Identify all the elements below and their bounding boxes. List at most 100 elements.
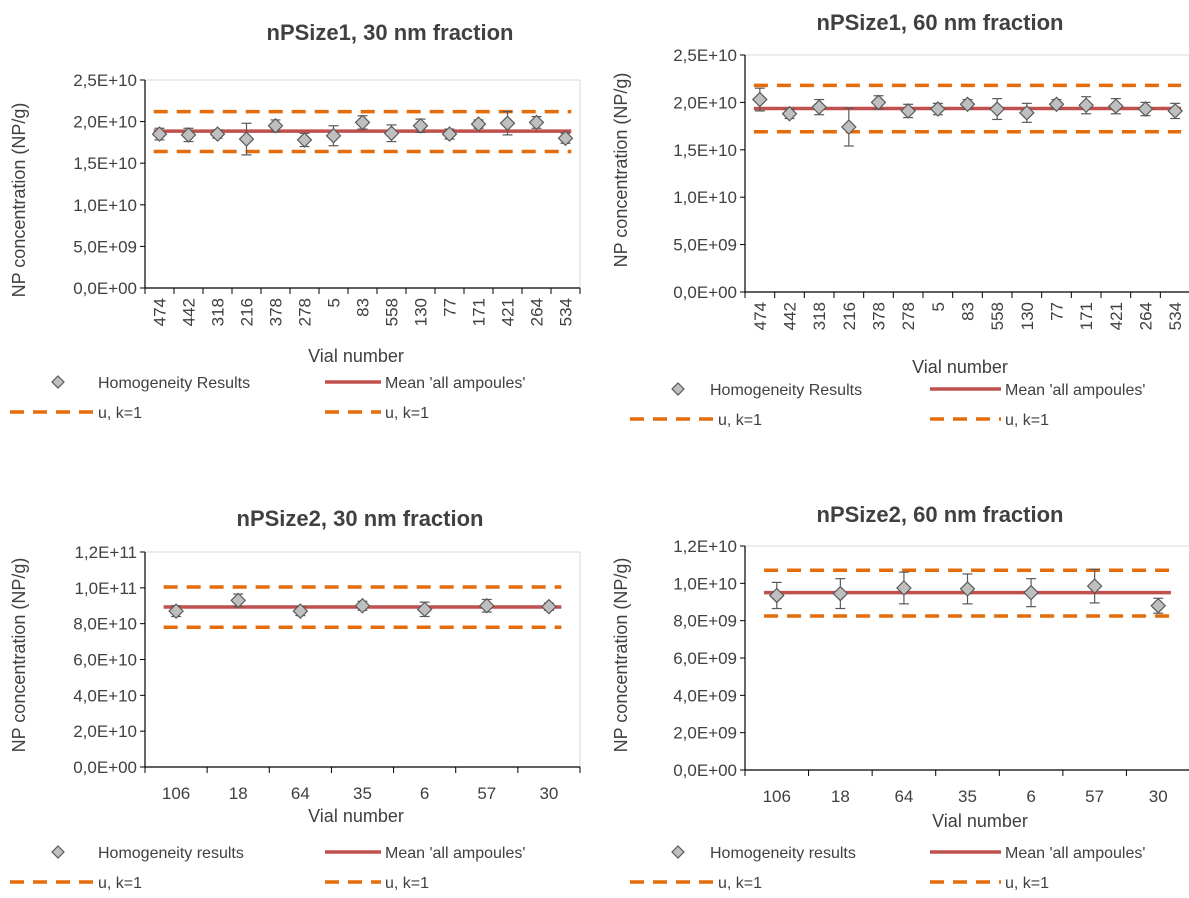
plot-area [144,551,581,768]
x-tick-label: 421 [499,298,518,326]
data-point [1018,104,1035,121]
legend-label: u, k=1 [718,875,762,892]
data-point [292,603,309,619]
x-tick-label: 30 [539,784,558,803]
x-tick-label: 30 [1149,787,1168,806]
chart-2: nPSize1, 60 nm fraction NP concentration … [611,10,1189,429]
y-tick-label: 2,0E+10 [73,722,137,741]
legend-label: Homogeneity Results [98,375,250,392]
data-point [354,597,371,614]
x-tick-label: 106 [763,787,791,806]
data-point [180,127,197,143]
data-point [354,114,371,131]
x-tick-label: 558 [988,302,1007,330]
data-point [470,116,487,132]
legend: Homogeneity results Mean 'all ampoules' u,… [630,845,1145,892]
x-tick-label: 474 [751,302,770,330]
data-point [499,115,516,132]
data-point [811,99,828,115]
x-tick-label: 130 [412,298,431,326]
legend-marker-icon [51,845,65,859]
x-axis-label: Vial number [308,806,404,826]
y-axis-label: NP concentration (NP/g) [9,558,29,753]
x-axis-label: Vial number [308,346,404,366]
x-tick-label: 35 [958,787,977,806]
chart-1: nPSize1, 30 nm fraction NP concentration … [9,20,581,422]
y-tick-label: 0,0E+00 [673,283,737,302]
y-tick-label: 0,0E+00 [73,279,137,298]
x-tick-label: 216 [238,298,257,326]
x-tick-label: 6 [420,784,429,803]
y-tick-label: 2,5E+10 [73,71,137,90]
x-axis-label: Vial number [912,357,1008,377]
y-axis-label: NP concentration (NP/g) [611,558,631,753]
x-tick-label: 558 [383,298,402,326]
legend-marker-icon [671,845,685,859]
legend: Homogeneity results Mean 'all ampoules' u,… [10,845,525,892]
data-point [557,130,574,147]
y-tick-label: 1,0E+10 [73,196,137,215]
data-point [870,94,887,111]
y-tick-label: 5,0E+09 [673,236,737,255]
x-axis-label: Vial number [932,811,1028,831]
data-point [751,91,768,108]
x-tick-label: 442 [180,298,199,326]
y-tick-label: 6,0E+10 [73,651,137,670]
x-tick-label: 318 [810,302,829,330]
x-tick-label: 216 [840,302,859,330]
x-tick-label: 83 [354,298,373,317]
y-tick-label: 1,5E+10 [73,154,137,173]
data-point [325,127,342,144]
x-tick-label: 534 [557,298,576,326]
legend-marker-icon [51,375,65,389]
x-tick-label: 421 [1107,302,1126,330]
x-tick-label: 171 [470,298,489,326]
x-tick-label: 64 [894,787,913,806]
x-tick-label: 57 [477,784,496,803]
data-point [412,117,429,134]
legend-label: Mean 'all ampoules' [1005,382,1145,399]
data-point [541,598,557,615]
chart-title: nPSize1, 30 nm fraction [267,20,514,45]
legend-label: u, k=1 [385,875,429,892]
x-tick-label: 18 [229,784,248,803]
y-tick-label: 1,5E+10 [673,141,737,160]
data-point [478,597,495,614]
data-point [1086,578,1103,594]
legend-label: Mean 'all ampoules' [385,845,525,862]
chart-3: nPSize2, 30 nm fraction NP concentration … [9,506,581,892]
data-point [840,119,857,135]
y-tick-label: 2,5E+10 [673,46,737,65]
y-tick-label: 4,0E+10 [73,686,137,705]
legend-label: Mean 'all ampoules' [385,375,525,392]
x-tick-label: 130 [1018,302,1037,330]
data-point [929,101,946,117]
data-point [230,592,247,609]
x-tick-label: 378 [267,298,286,326]
data-point [1167,103,1184,119]
legend-label: Mean 'all ampoules' [1005,845,1145,862]
data-point [768,587,785,604]
chart-title: nPSize2, 30 nm fraction [237,506,484,531]
x-tick-label: 83 [959,302,978,321]
legend-label: u, k=1 [98,875,142,892]
y-tick-label: 8,0E+09 [673,612,737,631]
x-tick-label: 171 [1077,302,1096,330]
data-point [896,580,912,596]
data-point [959,96,976,113]
data-point [1107,98,1124,115]
x-tick-label: 106 [162,784,190,803]
x-tick-label: 442 [781,302,800,330]
y-tick-label: 5,0E+09 [73,237,137,256]
legend-label: u, k=1 [98,405,142,422]
data-point [1048,96,1065,113]
y-tick-label: 1,2E+11 [74,543,137,562]
data-point [383,125,400,142]
data-point [1078,97,1095,114]
legend-label: u, k=1 [1005,412,1049,429]
x-tick-label: 64 [291,784,310,803]
data-point [1137,101,1154,117]
x-tick-label: 57 [1085,787,1104,806]
y-tick-label: 4,0E+09 [673,686,737,705]
data-point [959,581,976,597]
